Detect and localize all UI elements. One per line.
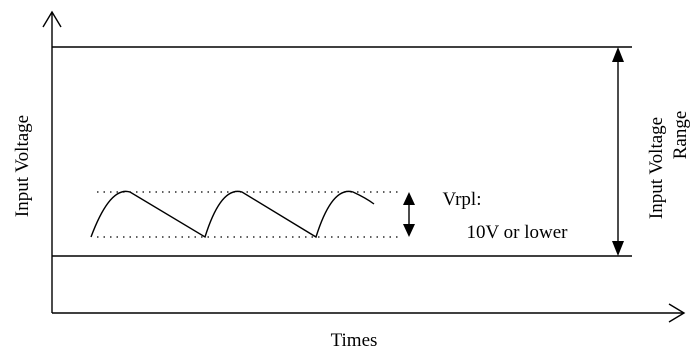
ripple-arrowhead-bottom	[403, 224, 415, 237]
ripple-double-arrow	[403, 192, 415, 237]
y-axis	[42, 10, 62, 313]
range-label-line2: Range	[670, 111, 691, 160]
range-double-arrow	[612, 47, 624, 256]
range-arrowhead-bottom	[612, 241, 624, 256]
x-axis-arrowhead	[668, 303, 686, 323]
y-axis-arrowhead	[42, 10, 62, 28]
x-axis	[52, 303, 686, 323]
range-arrowhead-top	[612, 47, 624, 62]
x-axis-label: Times	[331, 330, 378, 351]
ripple-arrowhead-top	[403, 192, 415, 205]
ripple-label-line1: Vrpl:	[443, 189, 482, 210]
ripple-label-line2: 10V or lower	[467, 222, 569, 243]
ripple-waveform	[90, 190, 375, 239]
range-label-line1: Input Voltage	[646, 117, 667, 219]
y-axis-label: Input Voltage	[12, 115, 33, 217]
